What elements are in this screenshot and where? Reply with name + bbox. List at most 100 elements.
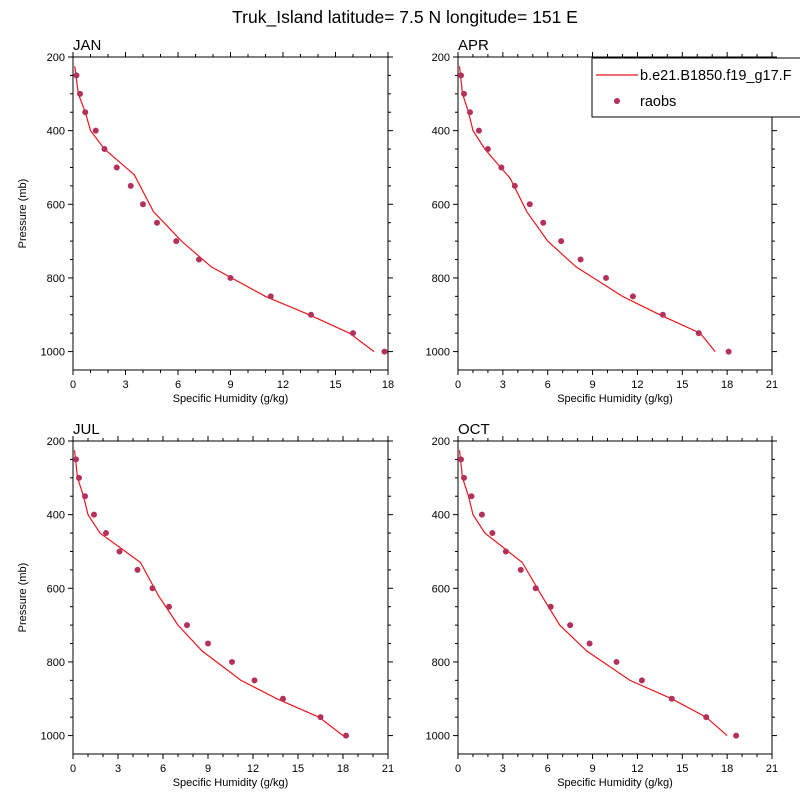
x-tick-label: 21 [766,763,778,775]
raobs-point [350,330,356,337]
raobs-point [134,566,141,573]
raobs-point [116,548,123,555]
y-tick-label: 800 [432,657,450,669]
raobs-point [229,658,235,665]
raobs-point [91,511,97,518]
x-tick-label: 12 [631,379,643,391]
raobs-point [577,256,584,263]
raobs-point [173,238,180,245]
y-tick-label: 1000 [41,731,65,743]
x-tick-label: 21 [766,379,778,391]
y-tick-label: 200 [47,436,65,448]
x-tick-label: 12 [631,763,643,775]
plot-frame [457,56,773,371]
x-axis-label: Specific Humidity (g/kg) [173,777,289,789]
panel-title: OCT [458,421,490,438]
raobs-point [567,622,574,629]
raobs-point [166,603,172,610]
y-tick-label: 200 [432,436,450,448]
raobs-point [725,348,732,355]
raobs-point [703,714,710,721]
raobs-point [460,474,467,481]
x-tick-label: 0 [70,763,76,775]
raobs-point [317,714,324,721]
raobs-point [227,274,234,281]
panel-jul: JUL 200 400 600 800 1000 0 3 6 9 12 15 18 21 Specific … [17,421,394,789]
x-tick-label: 6 [175,379,181,391]
legend-raobs-marker [614,98,620,104]
y-tick-label: 600 [47,583,65,595]
raobs-point [457,456,464,463]
raobs-point [82,493,88,500]
plot-frame [457,440,773,755]
raobs-point [280,695,286,702]
raobs-point [668,695,675,702]
raobs-point [498,164,505,171]
raobs-point [460,90,467,97]
raobs-point [586,640,593,647]
raobs-point [92,127,99,134]
x-tick-label: 15 [292,763,304,775]
x-tick-label: 15 [676,379,688,391]
y-tick-label: 1000 [41,347,65,359]
raobs-point [466,109,473,116]
raobs-point [532,585,539,592]
y-tick-label: 400 [47,126,65,138]
raobs-point [613,658,620,665]
raobs-point [103,530,109,537]
raobs-point [629,293,636,300]
raobs-point [82,109,89,116]
raobs-point [511,182,518,189]
x-tick-label: 9 [205,763,211,775]
raobs-point [502,548,509,555]
raobs-point [154,219,160,226]
raobs-point [457,72,464,79]
y-tick-label: 800 [432,273,450,285]
raobs-point [540,219,547,226]
raobs-point [127,182,134,189]
raobs-point [381,348,388,355]
y-tick-label: 800 [47,657,65,669]
figure-title: Truk_Island latitude= 7.5 N longitude= 1… [232,7,578,28]
x-tick-label: 9 [590,763,596,775]
raobs-point [251,677,258,684]
panel-title: JUL [73,421,100,438]
raobs-point [343,732,349,739]
raobs-point [489,530,496,537]
legend-model-label: b.e21.B1850.f19_g17.F [640,68,792,84]
x-tick-label: 12 [277,379,289,391]
raobs-point [484,146,491,153]
raobs-point [558,238,565,245]
y-tick-label: 1000 [426,731,450,743]
raobs-point [475,127,482,134]
x-tick-label: 6 [545,763,551,775]
x-tick-label: 15 [676,763,688,775]
y-axis-label: Pressure (mb) [17,563,29,633]
raobs-point [184,622,190,629]
y-tick-label: 400 [47,510,65,522]
raobs-point [149,585,156,592]
raobs-point [695,330,702,337]
y-axis-label: Pressure (mb) [17,179,29,249]
panel-apr: APR 200 400 600 800 1000 0 3 6 9 12 15 18 21 Specific … [426,37,779,405]
raobs-point [526,201,533,208]
plot-frame [72,440,389,755]
raobs-point [113,164,120,171]
x-tick-label: 0 [70,379,76,391]
y-tick-label: 600 [432,199,450,211]
raobs-point [77,90,83,97]
y-tick-label: 600 [432,583,450,595]
model-profile-line [458,450,728,737]
legend-raobs-label: raobs [640,94,676,110]
panel-title: JAN [73,37,101,54]
x-tick-label: 3 [500,379,506,391]
x-tick-label: 3 [122,379,128,391]
model-profile-line [73,450,344,737]
x-tick-label: 15 [329,379,341,391]
x-tick-label: 0 [455,763,461,775]
raobs-point [478,511,485,518]
raobs-point [196,256,202,263]
